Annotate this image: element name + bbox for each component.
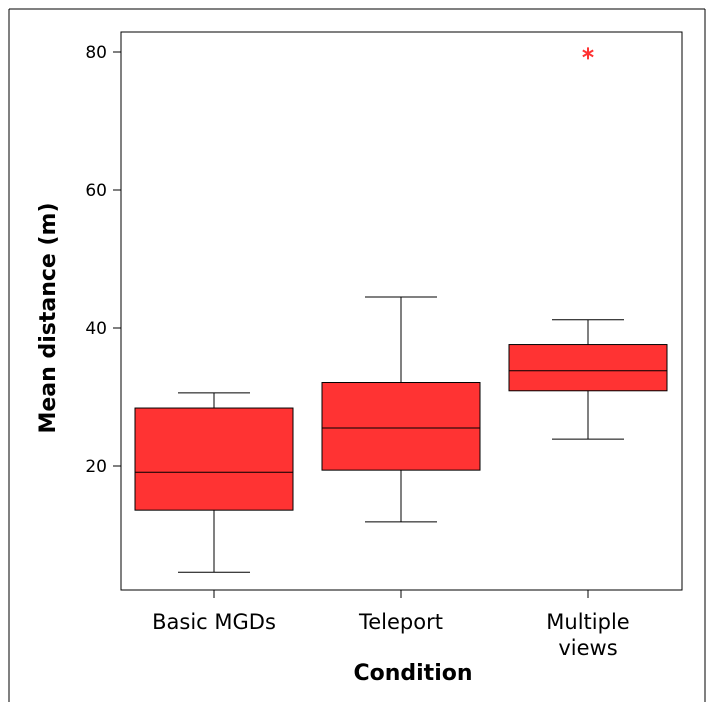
box-iqr: [321, 382, 481, 471]
box-iqr: [508, 344, 668, 392]
box-group: [321, 296, 481, 523]
x-tick-label: Basic MGDs: [152, 610, 276, 634]
x-axis-label: Condition: [353, 661, 472, 686]
y-tick-label: 80: [85, 43, 107, 63]
y-axis-label: Mean distance (m): [36, 202, 61, 433]
y-axis: 20 40 60 80: [85, 43, 121, 477]
x-tick-label: views: [558, 636, 617, 660]
outlier-stroke: [582, 49, 594, 58]
x-tick-label: Multiple: [546, 610, 629, 634]
boxes-group: [134, 47, 668, 573]
y-tick-label: 20: [85, 457, 107, 477]
box-group: [508, 47, 668, 440]
outlier-marker: [582, 47, 594, 60]
x-tick-label: Teleport: [358, 610, 443, 634]
y-tick-label: 40: [85, 319, 107, 339]
y-tick-label: 60: [85, 181, 107, 201]
box-group: [134, 392, 294, 573]
box-iqr: [134, 407, 294, 511]
